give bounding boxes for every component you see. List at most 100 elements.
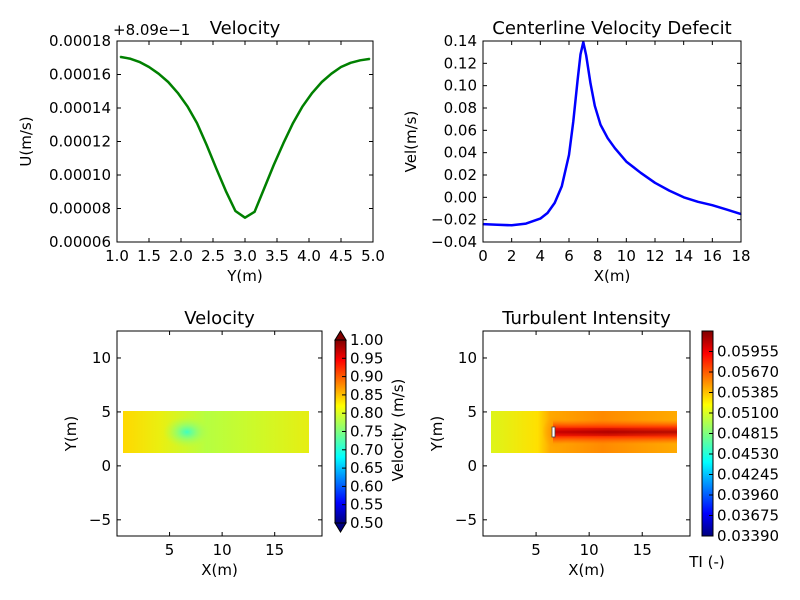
- chart-title: Velocity: [184, 308, 255, 329]
- colorbar-tick-label: 0.75: [350, 423, 383, 441]
- x-tick-label: 5: [531, 541, 541, 559]
- x-tick-label: 2: [507, 247, 517, 265]
- y-offset-label: +8.09e−1: [113, 21, 190, 39]
- ti-colorbar: 0.03390 0.03675 0.03960 0.04245 0.04530 0.048…: [688, 330, 779, 571]
- x-tick-label: 0: [478, 247, 488, 265]
- x-tick-label: 2.5: [201, 247, 225, 265]
- data-point: [340, 66, 342, 68]
- data-point: [215, 167, 217, 169]
- y-tick-label: −0.04: [431, 233, 477, 251]
- colorbar-tick-label: 0.04245: [717, 466, 779, 484]
- velocity-wake-spot: [163, 416, 211, 448]
- data-point: [234, 210, 236, 212]
- colorbar-label: TI (-): [688, 553, 724, 571]
- colorbar-tick-label: 0.95: [350, 349, 383, 367]
- colorbar-tick-label: 0.65: [350, 459, 383, 477]
- colorbar-tick-label: 0.05670: [717, 363, 779, 381]
- data-point: [607, 137, 609, 139]
- colorbar-tick-label: 0.04530: [717, 445, 779, 463]
- data-point: [640, 172, 642, 174]
- velocity-profile-plot: 1.0 1.5 2.0 2.5 3.0 3.5 4.0 4.5 5.0 0.00006 0.0000…: [17, 18, 385, 285]
- turbulent-intensity-plot: 5 10 15 −5 0 5 10 Turbulent Intensity X(m) Y(m): [428, 308, 691, 579]
- y-tick-label: −5: [89, 511, 111, 529]
- plot-frame: [482, 40, 742, 243]
- y-tick-label: 0.00: [444, 188, 477, 206]
- data-point: [369, 58, 371, 60]
- x-axis-label: X(m): [201, 561, 238, 579]
- chart-title: Velocity: [210, 18, 281, 39]
- data-point: [711, 204, 713, 206]
- data-point: [167, 81, 169, 83]
- x-tick-label: 8: [593, 247, 603, 265]
- x-axis-label: Y(m): [226, 267, 262, 285]
- data-point: [359, 59, 361, 61]
- colorbar-tick-label: 0.04815: [717, 425, 779, 443]
- data-point: [263, 187, 265, 189]
- colorbar-tick-label: 0.03675: [717, 507, 779, 525]
- data-point: [577, 79, 579, 81]
- data-point: [654, 182, 656, 184]
- y-tick-label: 0.00016: [49, 66, 111, 84]
- x-tick-label: 18: [731, 247, 750, 265]
- data-point: [321, 81, 323, 83]
- x-tick-label: 6: [564, 247, 574, 265]
- y-axis-label: U(m/s): [17, 116, 35, 166]
- data-point: [585, 54, 587, 57]
- x-tick-label: 10: [213, 541, 232, 559]
- y-tick-label: 0.10: [444, 77, 477, 95]
- turbine-marker: [551, 426, 556, 438]
- data-point: [119, 56, 121, 58]
- data-point: [244, 217, 246, 219]
- plot-frame: [482, 330, 691, 537]
- x-tick-label: 2.0: [169, 247, 193, 265]
- x-tick-label: 15: [633, 541, 652, 559]
- data-point: [177, 92, 179, 94]
- data-point: [668, 190, 670, 192]
- y-tick-label: 0.00006: [49, 233, 111, 251]
- x-tick-label: 10: [617, 247, 636, 265]
- y-tick-label: 0.00010: [49, 166, 111, 184]
- data-point: [302, 105, 304, 107]
- data-point: [138, 61, 140, 63]
- velocity-colorbar-extend-max: [334, 330, 347, 341]
- data-point: [496, 224, 498, 226]
- colorbar-tick-label: 0.80: [350, 404, 383, 422]
- data-point: [225, 190, 227, 192]
- data-point: [282, 142, 284, 144]
- x-tick-label: 4: [536, 247, 546, 265]
- y-tick-label: 0.02: [444, 166, 477, 184]
- data-point: [273, 164, 275, 166]
- x-tick-label: 14: [674, 247, 693, 265]
- colorbar-label: Velocity (m/s): [389, 379, 407, 482]
- y-tick-label: −0.02: [431, 211, 477, 229]
- x-axis-label: X(m): [594, 267, 631, 285]
- data-point: [579, 53, 582, 56]
- y-axis-label: Vel(m/s): [402, 111, 420, 173]
- y-axis-label: Y(m): [62, 416, 80, 452]
- data-point: [525, 223, 527, 225]
- y-tick-label: 0.04: [444, 144, 477, 162]
- data-point: [539, 218, 541, 220]
- y-tick-label: 0: [101, 457, 111, 475]
- data-point: [683, 196, 685, 198]
- colorbar-tick-label: 0.05955: [717, 343, 779, 361]
- colorbar-tick-label: 0.50: [350, 514, 383, 532]
- data-point: [726, 209, 728, 211]
- x-tick-label: 10: [580, 541, 599, 559]
- x-tick-label: 1.0: [105, 247, 129, 265]
- ti-wake-core: [553, 428, 677, 436]
- data-point: [254, 211, 256, 213]
- series-line-1: [482, 40, 742, 227]
- velocity-colorbar-extend-min: [334, 522, 347, 533]
- data-point: [196, 122, 198, 124]
- data-point: [697, 201, 699, 203]
- velocity-field-plot: 5 10 15 −5 0 5 10 Velocity X(m) Y(m): [62, 308, 323, 579]
- colorbar-tick-label: 0.85: [350, 386, 383, 404]
- centerline-velocity-defecit-plot: 0 2 4 6 8 10 12 14 16 18 −0.04 −0.02 0.00 0.02 0.04 0.0…: [402, 18, 751, 285]
- data-point: [206, 144, 208, 146]
- data-point: [599, 124, 602, 126]
- y-tick-label: 10: [458, 349, 477, 367]
- x-tick-label: 5: [165, 541, 175, 559]
- y-tick-label: 0.08: [444, 99, 477, 117]
